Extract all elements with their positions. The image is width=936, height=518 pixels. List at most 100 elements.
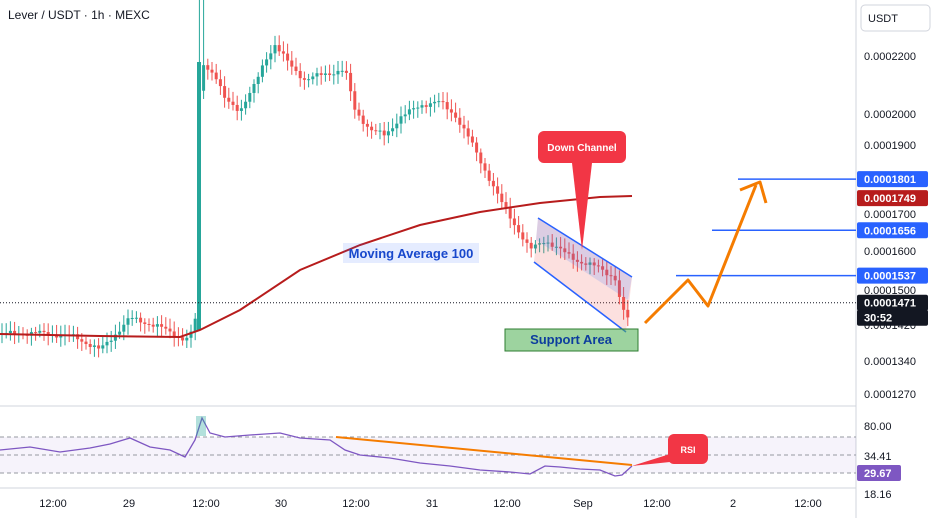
rsi-line <box>0 416 633 477</box>
candle-body <box>559 246 563 249</box>
candle-body <box>139 317 143 323</box>
candle-body <box>164 326 168 329</box>
down-channel-upper-fill <box>536 218 632 300</box>
candle-body <box>412 108 416 110</box>
candle-body <box>298 70 302 79</box>
candle-body <box>584 263 588 265</box>
candle-body <box>315 73 319 77</box>
time-tick-label: 12:00 <box>493 498 521 510</box>
candle-body <box>210 69 214 73</box>
candle-body <box>294 66 298 71</box>
price-label-text: 0.0001471 <box>864 298 916 310</box>
candle-body <box>151 324 155 327</box>
candle-body <box>466 128 470 137</box>
candle-body <box>407 109 411 115</box>
rsi-callout-pointer <box>632 454 670 466</box>
candle-body <box>147 323 151 325</box>
candle-body <box>533 244 537 249</box>
candle-body <box>168 328 172 332</box>
price-label-red: 0.0001749 <box>857 190 928 207</box>
candle-body <box>580 261 584 264</box>
down-channel-lower-fill <box>534 218 632 332</box>
candle-body <box>311 76 315 80</box>
candle-body <box>223 86 227 98</box>
price-label-box <box>857 171 928 188</box>
candle-body <box>538 243 542 245</box>
currency-button[interactable] <box>860 4 931 32</box>
candle-body <box>239 108 243 111</box>
moving-average-label: Moving Average 100 <box>349 246 474 261</box>
candle-body <box>496 186 500 194</box>
price-label-box <box>857 294 928 311</box>
candle-body <box>281 51 285 54</box>
candle-body <box>118 331 122 335</box>
candle-body <box>42 330 46 333</box>
candle-body <box>134 317 138 319</box>
candle-body <box>554 246 558 248</box>
candle-body <box>374 130 378 132</box>
rsi-tick-label: 80.00 <box>864 421 892 433</box>
price-label-box <box>857 267 928 284</box>
price-label-box <box>857 309 928 326</box>
candle-body <box>596 265 600 267</box>
candle-body <box>517 225 521 233</box>
price-label-text: 0.0001537 <box>864 271 916 283</box>
candle-body <box>361 115 365 124</box>
candle-body <box>92 345 96 347</box>
candle-body <box>470 136 474 143</box>
candle-body <box>323 73 327 75</box>
candle-body <box>454 112 458 118</box>
candle-body <box>378 130 382 132</box>
projection-arrow-head <box>739 180 768 204</box>
candle-body <box>500 193 504 203</box>
time-tick-label: 2 <box>730 498 736 510</box>
candle-body <box>403 114 407 117</box>
candle-body <box>420 105 424 108</box>
projection-arrow-path <box>643 184 758 325</box>
candle-body <box>328 73 332 75</box>
candle-body <box>609 275 613 277</box>
candle-body <box>370 126 374 131</box>
rsi-axis: 80.00 18.16 34.41 29.67 <box>857 421 901 501</box>
candle-body <box>286 53 290 61</box>
candle-body <box>512 218 516 226</box>
candle-body <box>571 253 575 260</box>
price-label-black: 0.0001471 <box>857 294 928 311</box>
candle-body <box>332 74 336 76</box>
rsi-value-label: 29.67 <box>864 468 892 480</box>
down-channel-label: Down Channel <box>547 143 617 154</box>
candle-body <box>101 345 105 349</box>
candle-body <box>521 232 525 240</box>
candle-body <box>269 53 273 60</box>
rsi-tick-label: 18.16 <box>864 489 892 501</box>
candle-body <box>231 101 235 105</box>
candle-body <box>252 84 256 93</box>
candle-body <box>550 242 554 247</box>
moving-average-line <box>0 195 633 339</box>
candle-body <box>483 163 487 171</box>
price-label-box <box>857 190 928 207</box>
candle-body <box>273 45 277 54</box>
time-tick-label: 12:00 <box>192 498 220 510</box>
rsi-callout <box>668 434 708 464</box>
rsi-value-box <box>857 465 901 481</box>
candle-body <box>172 331 176 337</box>
price-label-blue: 0.0001656 <box>857 222 928 239</box>
candle-body <box>399 116 403 124</box>
candle-body <box>592 262 596 266</box>
down-channel-callout-pointer <box>572 163 592 250</box>
time-tick-label: Sep <box>573 498 593 510</box>
candle-body <box>113 334 117 341</box>
price-tick-label: 0.0002200 <box>864 51 916 63</box>
candle-body <box>34 332 38 334</box>
candle-body <box>449 109 453 113</box>
candle-body <box>428 103 432 107</box>
candle-body <box>202 65 206 91</box>
candle-body <box>601 266 605 270</box>
candle-body <box>256 76 260 85</box>
candle-body <box>617 280 621 297</box>
candle-body <box>105 341 109 346</box>
candle-body <box>605 269 609 276</box>
candle-body <box>479 152 483 164</box>
